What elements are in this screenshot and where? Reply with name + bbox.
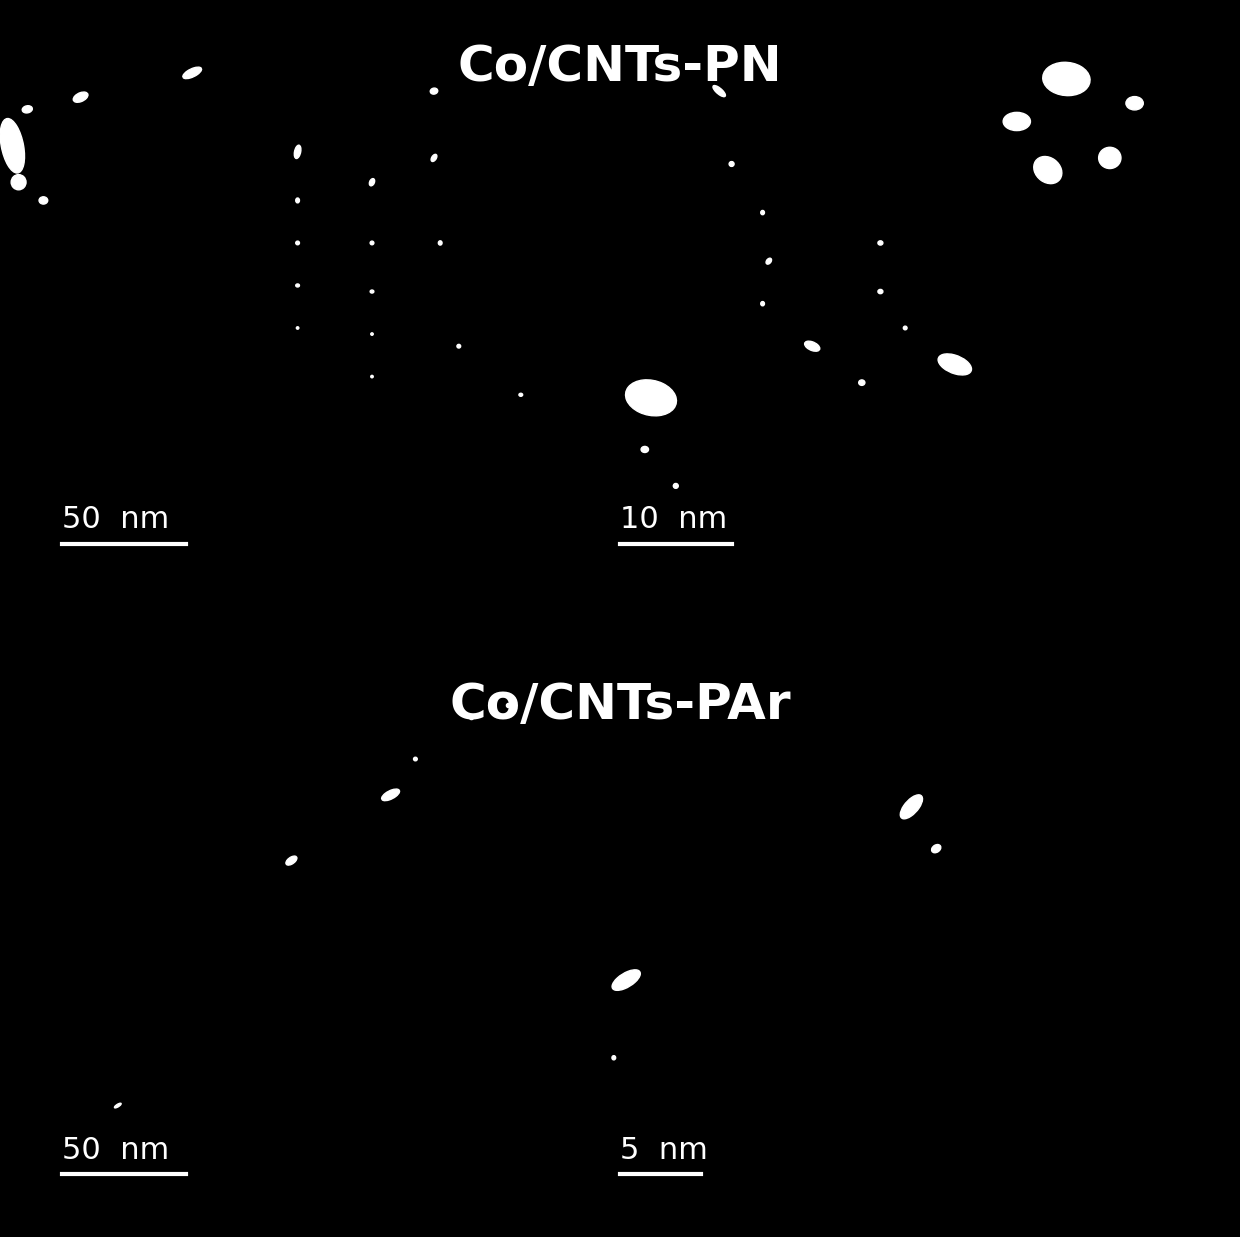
Ellipse shape bbox=[878, 289, 883, 293]
Ellipse shape bbox=[641, 447, 649, 453]
Ellipse shape bbox=[625, 380, 677, 416]
Text: Co/CNTs-PAr: Co/CNTs-PAr bbox=[449, 682, 791, 730]
Ellipse shape bbox=[73, 92, 88, 103]
Text: Co/CNTs-PN: Co/CNTs-PN bbox=[458, 42, 782, 90]
Text: 5  nm: 5 nm bbox=[620, 1137, 708, 1165]
Ellipse shape bbox=[518, 393, 523, 396]
Ellipse shape bbox=[713, 85, 725, 96]
Ellipse shape bbox=[40, 197, 48, 204]
Ellipse shape bbox=[1126, 96, 1143, 110]
Ellipse shape bbox=[1034, 157, 1061, 183]
Ellipse shape bbox=[286, 856, 296, 865]
Ellipse shape bbox=[182, 67, 202, 79]
Ellipse shape bbox=[1043, 62, 1090, 95]
Ellipse shape bbox=[761, 210, 764, 215]
Ellipse shape bbox=[939, 354, 971, 375]
Ellipse shape bbox=[805, 341, 820, 351]
Ellipse shape bbox=[371, 333, 373, 335]
Ellipse shape bbox=[931, 845, 941, 852]
Ellipse shape bbox=[296, 327, 299, 329]
Ellipse shape bbox=[294, 145, 301, 158]
Ellipse shape bbox=[295, 241, 300, 245]
Text: 10  nm: 10 nm bbox=[620, 506, 727, 534]
Ellipse shape bbox=[878, 241, 883, 245]
Text: 50  nm: 50 nm bbox=[62, 506, 169, 534]
Ellipse shape bbox=[432, 155, 436, 162]
Ellipse shape bbox=[295, 285, 300, 287]
Ellipse shape bbox=[761, 302, 764, 306]
Ellipse shape bbox=[611, 1055, 615, 1060]
Ellipse shape bbox=[414, 757, 417, 761]
Ellipse shape bbox=[439, 241, 441, 245]
Ellipse shape bbox=[370, 241, 374, 245]
Ellipse shape bbox=[673, 484, 678, 489]
Ellipse shape bbox=[858, 380, 866, 386]
Ellipse shape bbox=[613, 970, 640, 991]
Ellipse shape bbox=[766, 259, 771, 265]
Ellipse shape bbox=[11, 174, 26, 189]
Ellipse shape bbox=[370, 289, 374, 293]
Ellipse shape bbox=[903, 327, 906, 330]
Ellipse shape bbox=[370, 178, 374, 186]
Text: 50  nm: 50 nm bbox=[62, 1137, 169, 1165]
Ellipse shape bbox=[371, 375, 373, 377]
Ellipse shape bbox=[22, 105, 32, 113]
Ellipse shape bbox=[729, 162, 734, 167]
Ellipse shape bbox=[430, 88, 438, 94]
Ellipse shape bbox=[1003, 113, 1030, 131]
Ellipse shape bbox=[456, 344, 461, 348]
Ellipse shape bbox=[1099, 147, 1121, 168]
Ellipse shape bbox=[114, 1103, 122, 1108]
Ellipse shape bbox=[0, 119, 25, 173]
Ellipse shape bbox=[900, 795, 923, 819]
Ellipse shape bbox=[295, 198, 300, 203]
Ellipse shape bbox=[382, 789, 399, 800]
